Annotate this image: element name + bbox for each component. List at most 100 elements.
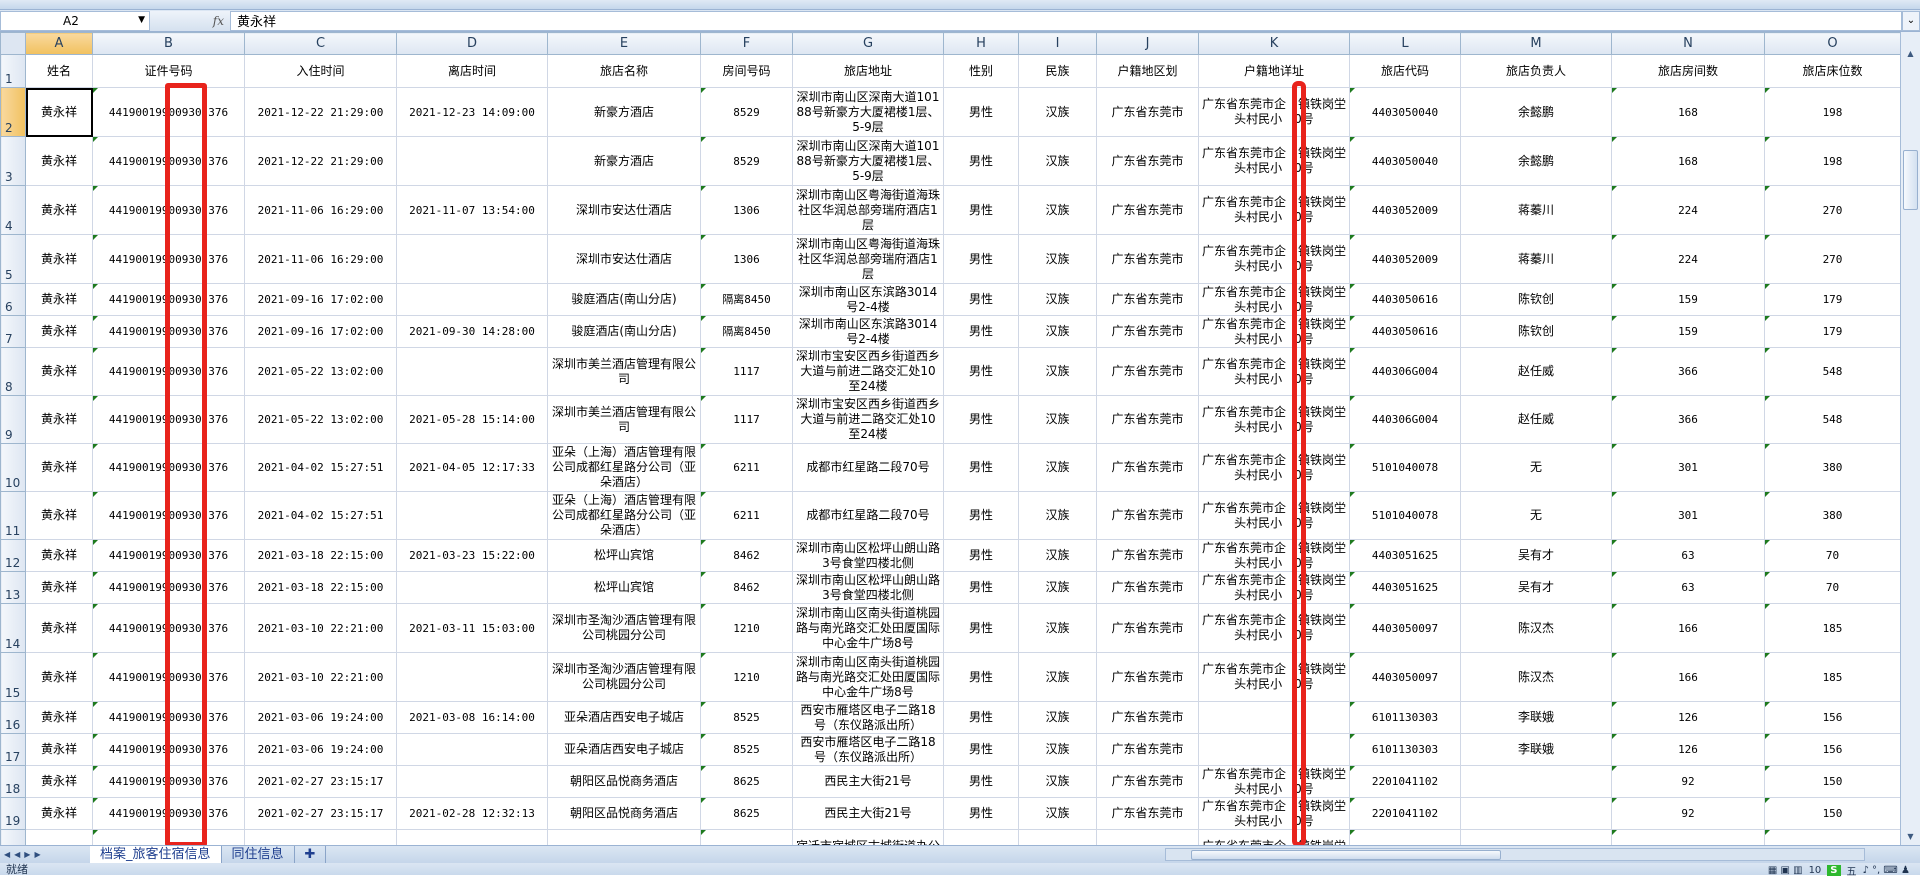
cell-h[interactable]: 男性 <box>943 347 1019 396</box>
cell-h[interactable]: 男性 <box>943 491 1019 540</box>
zoom-level[interactable]: 10 <box>1808 865 1822 876</box>
cell-n[interactable]: 224 <box>1611 185 1765 235</box>
row-header-1[interactable]: 1 <box>0 54 26 88</box>
cell-d[interactable] <box>396 829 548 845</box>
cell-j[interactable]: 广东省东莞市 <box>1096 539 1199 572</box>
cell-j[interactable]: 广东省东莞市 <box>1096 443 1199 492</box>
row-header[interactable]: 12 <box>0 539 26 572</box>
cell-b[interactable]: 44190019900930 376 <box>92 652 245 702</box>
cell-m[interactable]: 蒋蓁川 <box>1460 185 1612 235</box>
cell-o[interactable]: 150 <box>1764 765 1900 798</box>
cell-g[interactable]: 宿迁市宿城区古城街道办公大楼（地上北一层一楼 <box>792 829 944 845</box>
row-header[interactable]: 15 <box>0 652 26 702</box>
column-header-m[interactable]: M <box>1460 32 1612 55</box>
cell-a[interactable]: 黄永祥 <box>25 185 93 235</box>
cell-k[interactable]: 广东省东莞市企 镇铁岗坣头村民小 0号 <box>1198 283 1350 316</box>
cell-e[interactable]: 深圳市美兰酒店管理有限公司 <box>547 347 701 396</box>
select-all-corner[interactable] <box>0 32 26 55</box>
cell-j[interactable]: 广东省东莞市 <box>1096 797 1199 830</box>
cell-h[interactable]: 男性 <box>943 283 1019 316</box>
cell-b[interactable]: 44190019900930 376 <box>92 136 245 186</box>
cell-b[interactable]: 44190019900930 376 <box>92 283 245 316</box>
cell-o[interactable]: 185 <box>1764 652 1900 702</box>
cell-k[interactable]: 广东省东莞市企 镇铁岗坣头村民小 0号 <box>1198 443 1350 492</box>
column-header-e[interactable]: E <box>547 32 701 55</box>
cell-j[interactable]: 广东省东莞市 <box>1096 603 1199 653</box>
column-header-i[interactable]: I <box>1018 32 1097 55</box>
cell-d[interactable]: 2021-02-28 12:32:13 <box>396 797 548 830</box>
ime-toolbar-icons[interactable]: ♪ °, ⌨ ♟ <box>1862 865 1911 876</box>
cell-j[interactable]: 广东省东莞市 <box>1096 491 1199 540</box>
cell-k[interactable] <box>1198 733 1350 766</box>
cell-h[interactable]: 男性 <box>943 443 1019 492</box>
cell-a[interactable]: 黄永祥 <box>25 491 93 540</box>
cell-o[interactable]: 380 <box>1764 443 1900 492</box>
cell-b[interactable]: 44190019900930 376 <box>92 395 245 444</box>
scroll-down-icon[interactable]: ▼ <box>1907 832 1914 841</box>
cell-i[interactable]: 汉族 <box>1018 571 1097 604</box>
row-header[interactable]: 10 <box>0 443 26 492</box>
cell-c[interactable]: 2021-12-22 21:29:00 <box>244 87 397 137</box>
cell-a[interactable]: 黄永祥 <box>25 652 93 702</box>
cell-j[interactable]: 广东省东莞市 <box>1096 87 1199 137</box>
cell-h[interactable]: 男性 <box>943 603 1019 653</box>
cell-m[interactable]: 无 <box>1460 491 1612 540</box>
cell-e[interactable]: 亚朵（上海）酒店管理有限公司成都红星路分公司（亚朵酒店） <box>547 443 701 492</box>
cell-g[interactable]: 深圳市南山区粤海街道海珠社区华润总部旁瑞府酒店1层 <box>792 185 944 235</box>
cell-e[interactable]: 深圳市美兰酒店管理有限公司 <box>547 395 701 444</box>
cell-n[interactable]: 301 <box>1611 491 1765 540</box>
cell-i[interactable]: 汉族 <box>1018 701 1097 734</box>
row-header[interactable]: 16 <box>0 701 26 734</box>
cell-b[interactable]: 44190019900930 376 <box>92 765 245 798</box>
cell-e[interactable]: 新豪方酒店 <box>547 136 701 186</box>
cell-d[interactable]: 2021-09-30 14:28:00 <box>396 315 548 348</box>
cell-o[interactable]: 548 <box>1764 395 1900 444</box>
cell-n[interactable]: 301 <box>1611 443 1765 492</box>
cell-o[interactable]: 270 <box>1764 185 1900 235</box>
header-cell-o[interactable]: 旅店床位数 <box>1764 54 1900 88</box>
cell-l[interactable]: 6101130303 <box>1349 733 1461 766</box>
cell-k[interactable]: 广东省东莞市企 镇铁岗坣头村民小 0号 <box>1198 347 1350 396</box>
cell-k[interactable]: 广东省东莞市企 镇铁岗坣头村民小 0号 <box>1198 571 1350 604</box>
cell-l[interactable]: 3213001080 <box>1349 829 1461 845</box>
cell-h[interactable]: 男性 <box>943 234 1019 284</box>
cell-i[interactable]: 汉族 <box>1018 491 1097 540</box>
cell-b[interactable]: 44190019900930 376 <box>92 603 245 653</box>
cell-g[interactable]: 深圳市南山区松坪山朗山路3号食堂四楼北侧 <box>792 539 944 572</box>
cell-n[interactable]: 126 <box>1611 733 1765 766</box>
cell-k[interactable]: 广东省东莞市企 镇铁岗坣头村民小 0号 <box>1198 829 1350 845</box>
cell-h[interactable]: 男性 <box>943 765 1019 798</box>
row-header[interactable]: 2 <box>0 87 26 137</box>
cell-o[interactable]: 380 <box>1764 491 1900 540</box>
cell-i[interactable]: 汉族 <box>1018 443 1097 492</box>
sheet-tab-cohabitants[interactable]: 同住信息 <box>222 845 295 864</box>
cell-b[interactable]: 44190019900930 376 <box>92 539 245 572</box>
cell-j[interactable]: 广东省东莞市 <box>1096 395 1199 444</box>
cell-b[interactable]: 44190019900930 376 <box>92 185 245 235</box>
cell-l[interactable]: 2201041102 <box>1349 765 1461 798</box>
cell-g[interactable]: 成都市红星路二段70号 <box>792 443 944 492</box>
cell-h[interactable]: 男性 <box>943 571 1019 604</box>
cell-o[interactable]: 130 <box>1764 829 1900 845</box>
cell-n[interactable]: 159 <box>1611 315 1765 348</box>
cell-a[interactable]: 黄永祥 <box>25 701 93 734</box>
cell-d[interactable]: 2021-04-05 12:17:33 <box>396 443 548 492</box>
cell-g[interactable]: 西民主大街21号 <box>792 797 944 830</box>
cell-d[interactable] <box>396 283 548 316</box>
header-cell-h[interactable]: 性别 <box>943 54 1019 88</box>
cell-c[interactable]: 2021-02-10 14:53:00 <box>244 829 397 845</box>
cell-c[interactable]: 2021-03-10 22:21:00 <box>244 603 397 653</box>
cell-c[interactable]: 2021-03-10 22:21:00 <box>244 652 397 702</box>
cell-a[interactable]: 黄永祥 <box>25 603 93 653</box>
cell-d[interactable]: 2021-11-07 13:54:00 <box>396 185 548 235</box>
header-cell-e[interactable]: 旅店名称 <box>547 54 701 88</box>
cell-k[interactable]: 广东省东莞市企 镇铁岗坣头村民小 0号 <box>1198 652 1350 702</box>
cell-d[interactable]: 2021-12-23 14:09:00 <box>396 87 548 137</box>
cell-n[interactable]: 224 <box>1611 234 1765 284</box>
cell-o[interactable]: 179 <box>1764 283 1900 316</box>
cell-h[interactable]: 男性 <box>943 185 1019 235</box>
cell-f[interactable]: 1306 <box>700 185 793 235</box>
cell-c[interactable]: 2021-09-16 17:02:00 <box>244 283 397 316</box>
cell-d[interactable]: 2021-03-08 16:14:00 <box>396 701 548 734</box>
